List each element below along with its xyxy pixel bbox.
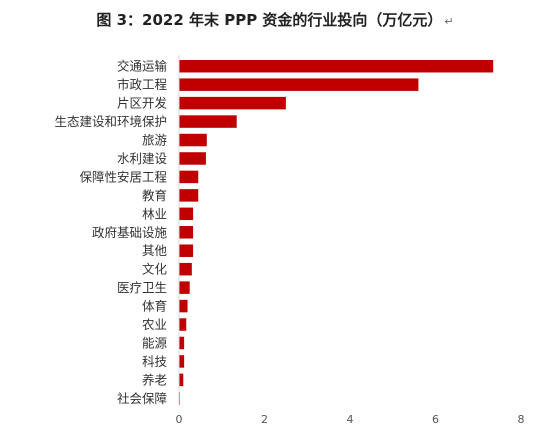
category-label: 社会保障 xyxy=(117,391,167,406)
category-label: 交通运输 xyxy=(117,59,168,74)
x-tick-label: 2 xyxy=(261,413,268,426)
category-label: 片区开发 xyxy=(117,96,168,111)
category-label: 水利建设 xyxy=(117,151,168,166)
category-label: 医疗卫生 xyxy=(117,280,167,295)
category-label: 农业 xyxy=(142,317,167,332)
bar-14 xyxy=(179,299,188,313)
x-axis: 0 2 4 6 8 xyxy=(176,55,525,426)
bar-16 xyxy=(179,336,185,350)
bar-18 xyxy=(179,373,184,387)
category-label: 政府基础设施 xyxy=(92,225,168,240)
x-tick-label: 0 xyxy=(176,413,183,426)
bar-2 xyxy=(179,78,419,91)
bar-1 xyxy=(179,59,494,73)
bar-17 xyxy=(179,355,185,368)
category-label: 科技 xyxy=(142,354,168,369)
category-labels: 交通运输市政工程片区开发生态建设和环境保护旅游水利建设保障性安居工程教育林业政府… xyxy=(54,59,167,406)
category-label: 体育 xyxy=(142,299,167,314)
bars-layer xyxy=(179,59,494,405)
x-tick-label: 8 xyxy=(518,413,525,426)
paragraph-return-icon: ↵ xyxy=(444,15,454,28)
category-label: 能源 xyxy=(142,335,168,350)
category-label: 养老 xyxy=(142,372,167,387)
bar-10 xyxy=(179,226,194,239)
category-label: 教育 xyxy=(142,188,167,203)
bar-7 xyxy=(179,170,199,184)
chart-title: 图 3：2022 年末 PPP 资金的行业投向（万亿元） ↵ xyxy=(0,9,550,30)
chart-title-text: 图 3：2022 年末 PPP 资金的行业投向（万亿元） xyxy=(96,11,443,29)
category-label: 旅游 xyxy=(142,133,168,148)
bar-11 xyxy=(179,244,194,257)
category-label: 市政工程 xyxy=(117,77,168,92)
bar-3 xyxy=(179,96,286,110)
bar-13 xyxy=(179,281,190,294)
bar-6 xyxy=(179,152,206,165)
category-label: 保障性安居工程 xyxy=(79,169,167,184)
bar-12 xyxy=(179,262,192,276)
bar-15 xyxy=(179,318,187,331)
category-label: 文化 xyxy=(142,262,168,277)
category-label: 林业 xyxy=(142,206,167,221)
category-label: 生态建设和环境保护 xyxy=(54,114,167,129)
x-tick-label: 6 xyxy=(432,413,439,426)
x-tick-label: 4 xyxy=(347,413,354,426)
bar-9 xyxy=(179,207,194,221)
category-label: 其他 xyxy=(142,243,168,258)
bar-5 xyxy=(179,133,207,147)
bar-8 xyxy=(179,189,199,202)
bar-4 xyxy=(179,115,237,128)
